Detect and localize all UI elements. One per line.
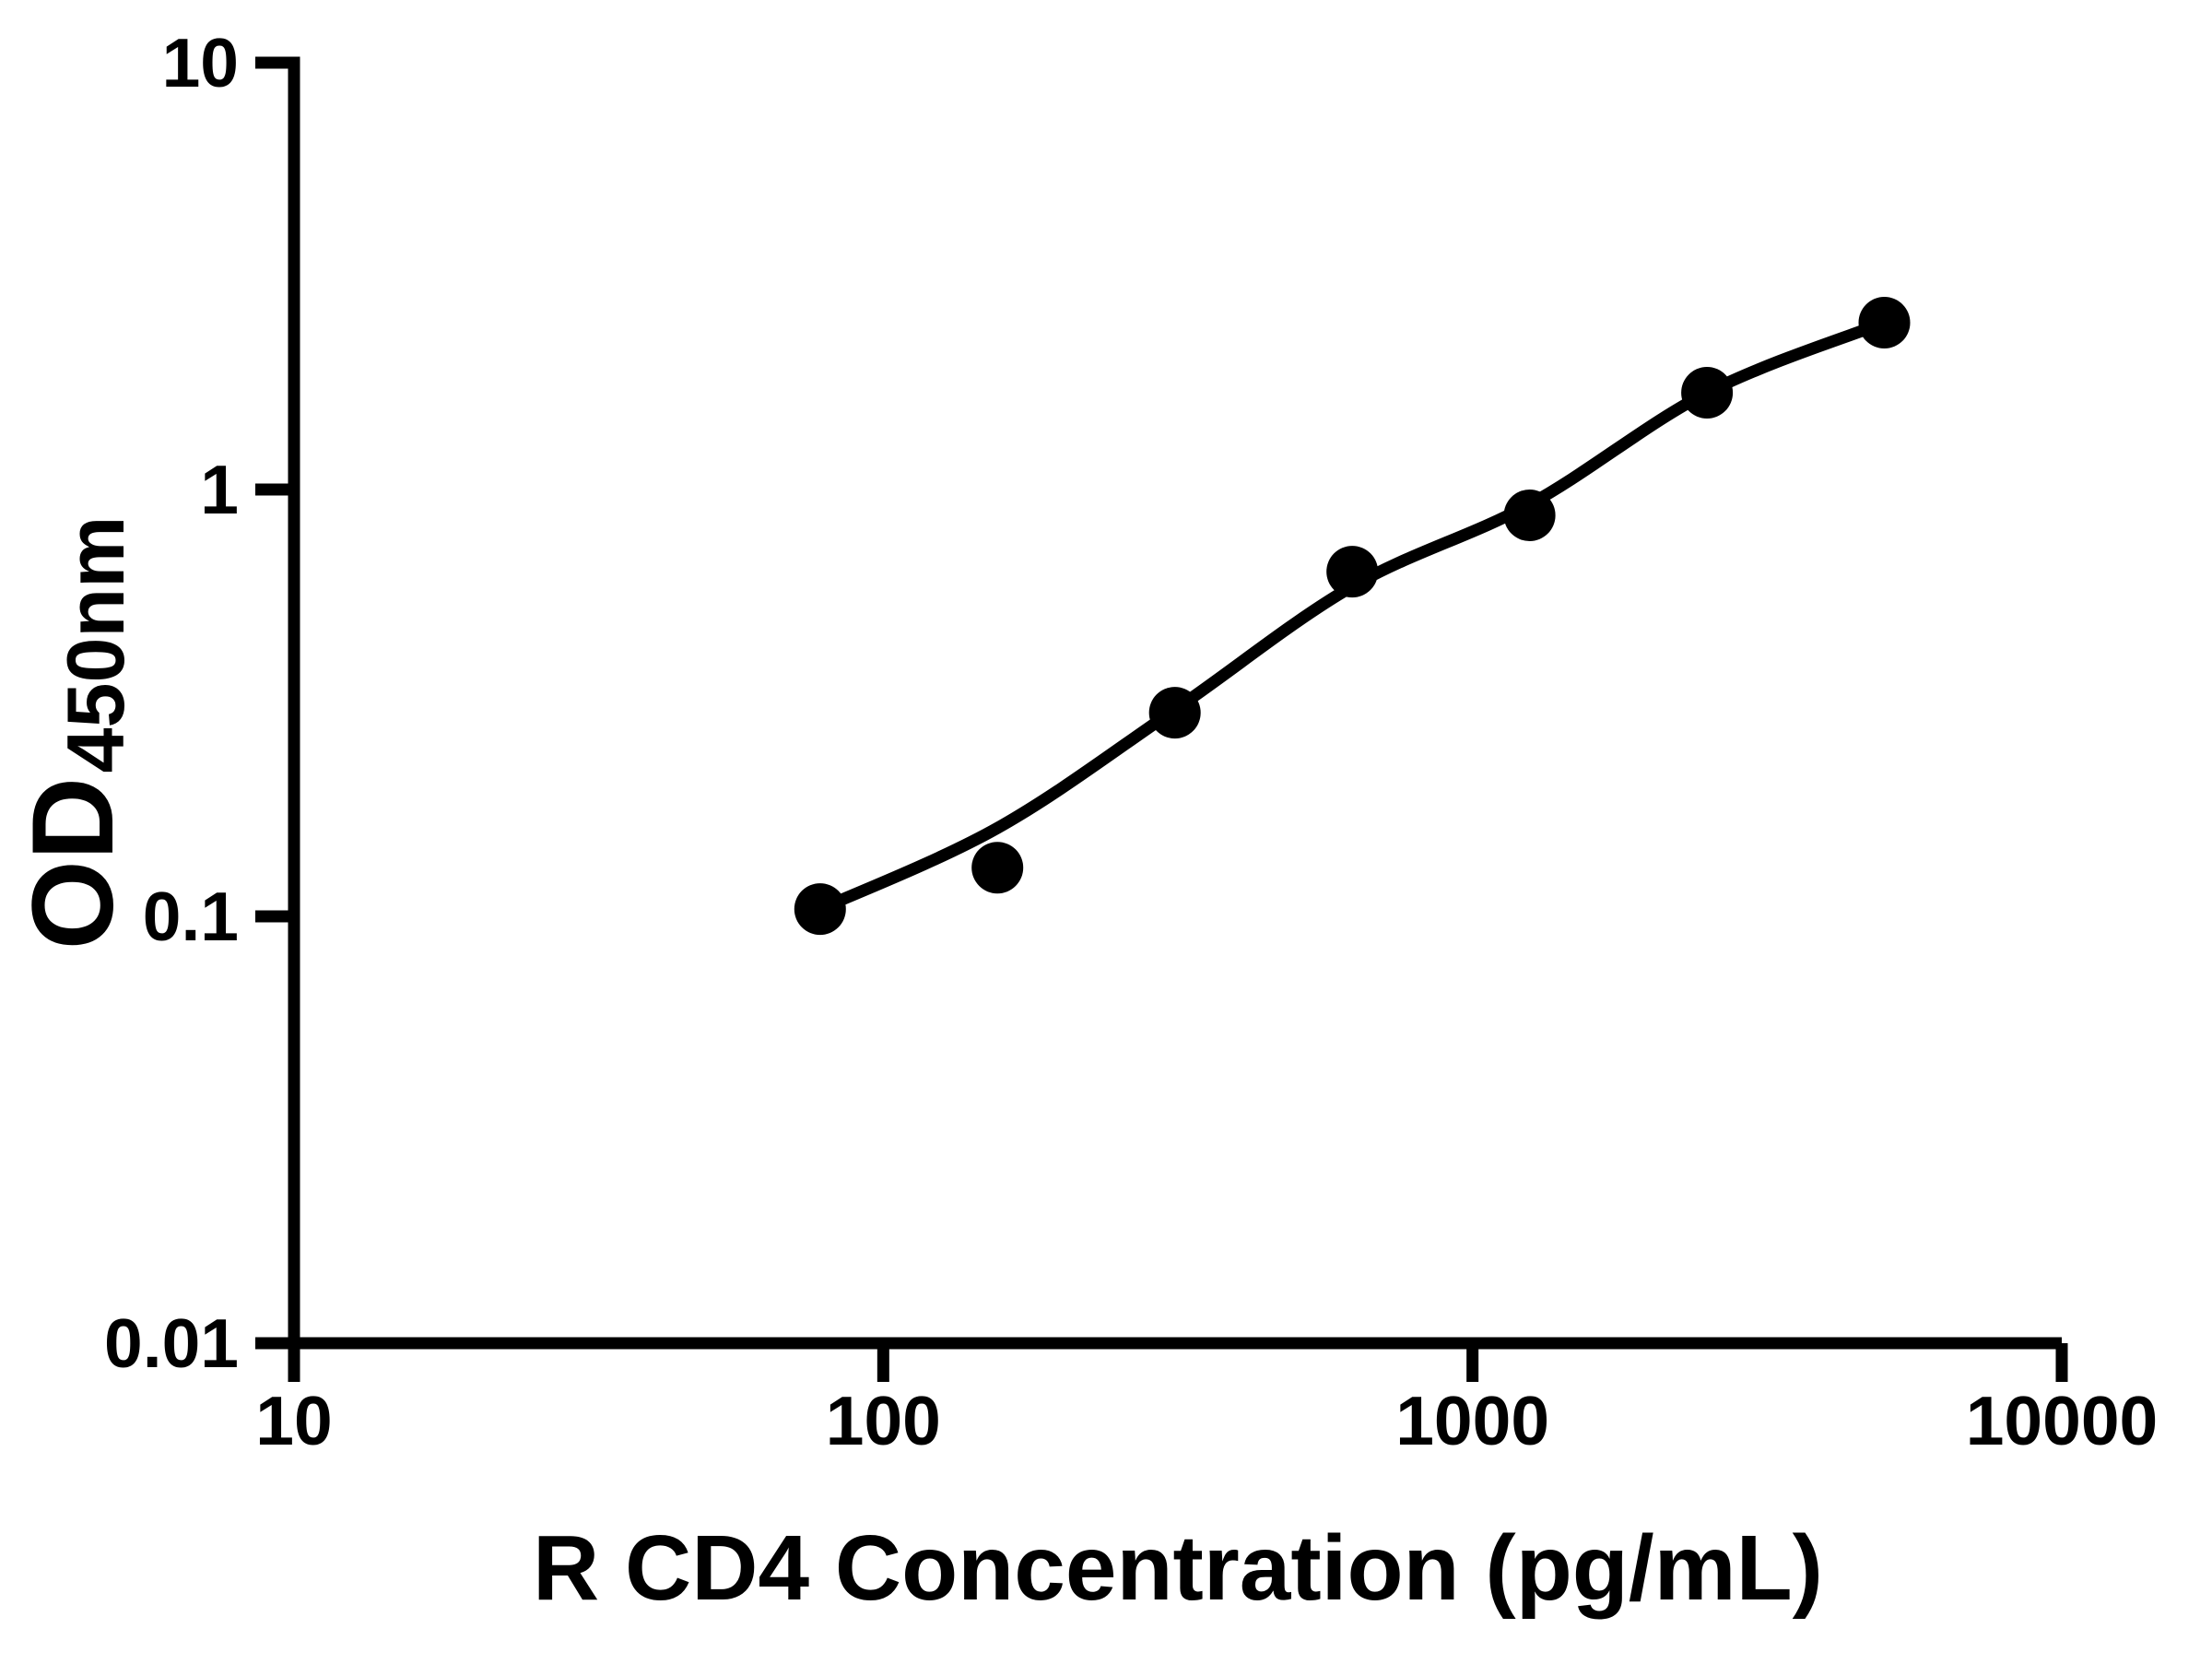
data-point bbox=[1681, 367, 1734, 419]
y-tick-label: 1 bbox=[200, 451, 239, 528]
x-tick-label: 10000 bbox=[1966, 1382, 2159, 1459]
y-tick-label: 0.01 bbox=[104, 1304, 239, 1382]
points-layer bbox=[794, 297, 1911, 936]
y-tick-label: 0.1 bbox=[143, 878, 239, 955]
x-tick-label: 100 bbox=[826, 1382, 941, 1459]
x-tick-label: 10 bbox=[255, 1382, 332, 1459]
data-point bbox=[1326, 546, 1379, 598]
y-axis-title-main: OD bbox=[9, 777, 137, 950]
y-axis-title: OD 450nm bbox=[9, 516, 141, 950]
x-tick-label: 1000 bbox=[1395, 1382, 1549, 1459]
data-point bbox=[1503, 490, 1556, 541]
x-axis-title: R CD4 Concentration (pg/mL) bbox=[533, 1516, 1823, 1620]
y-tick-label: 10 bbox=[162, 24, 239, 101]
data-point bbox=[1148, 687, 1201, 739]
y-axis-title-subscript: 450nm bbox=[50, 516, 141, 773]
data-point bbox=[971, 842, 1024, 894]
data-point bbox=[1858, 297, 1911, 348]
data-point bbox=[794, 883, 846, 936]
